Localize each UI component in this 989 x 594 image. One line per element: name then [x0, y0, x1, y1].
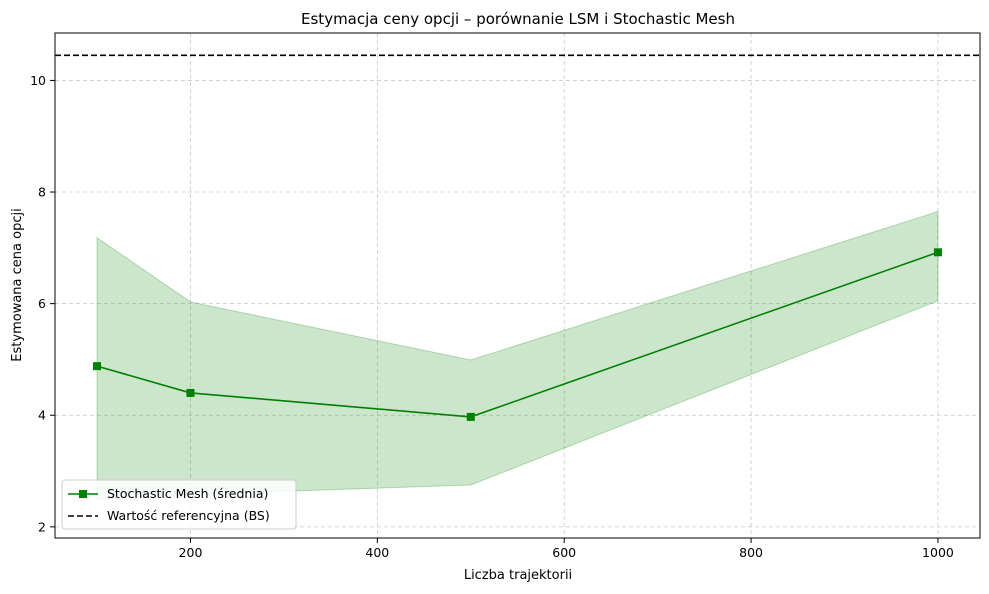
y-tick-label: 2	[38, 519, 46, 534]
x-tick-label: 1000	[922, 545, 954, 560]
y-axis-label: Estymowana cena opcji	[10, 208, 25, 361]
y-tick-label: 8	[38, 185, 46, 200]
data-point	[186, 388, 195, 397]
x-tick-label: 800	[739, 545, 763, 560]
data-point	[933, 248, 942, 257]
x-tick-label: 200	[179, 545, 203, 560]
legend-series-label: Stochastic Mesh (średnia)	[107, 486, 268, 501]
legend-series-marker	[79, 490, 87, 498]
x-tick-label: 600	[552, 545, 576, 560]
series-layer	[93, 248, 942, 421]
grid-layer	[55, 33, 980, 538]
legend: Stochastic Mesh (średnia) Wartość refere…	[61, 479, 297, 530]
data-point	[93, 362, 102, 371]
axis-layer: 200 400 600 800 1000 2 4 6 8 10	[30, 73, 954, 560]
legend-box	[61, 479, 297, 530]
chart-title: Estymacja ceny opcji – porównanie LSM i …	[301, 10, 735, 28]
y-tick-label: 6	[38, 296, 46, 311]
plot-frame	[54, 32, 981, 539]
legend-reference-label: Wartość referencyjna (BS)	[107, 508, 270, 523]
x-tick-label: 400	[365, 545, 389, 560]
y-tick-label: 10	[30, 73, 46, 88]
x-axis-label: Liczba trajektorii	[464, 568, 572, 583]
series-line	[96, 251, 939, 418]
data-point	[466, 412, 475, 421]
y-tick-label: 4	[38, 408, 46, 423]
